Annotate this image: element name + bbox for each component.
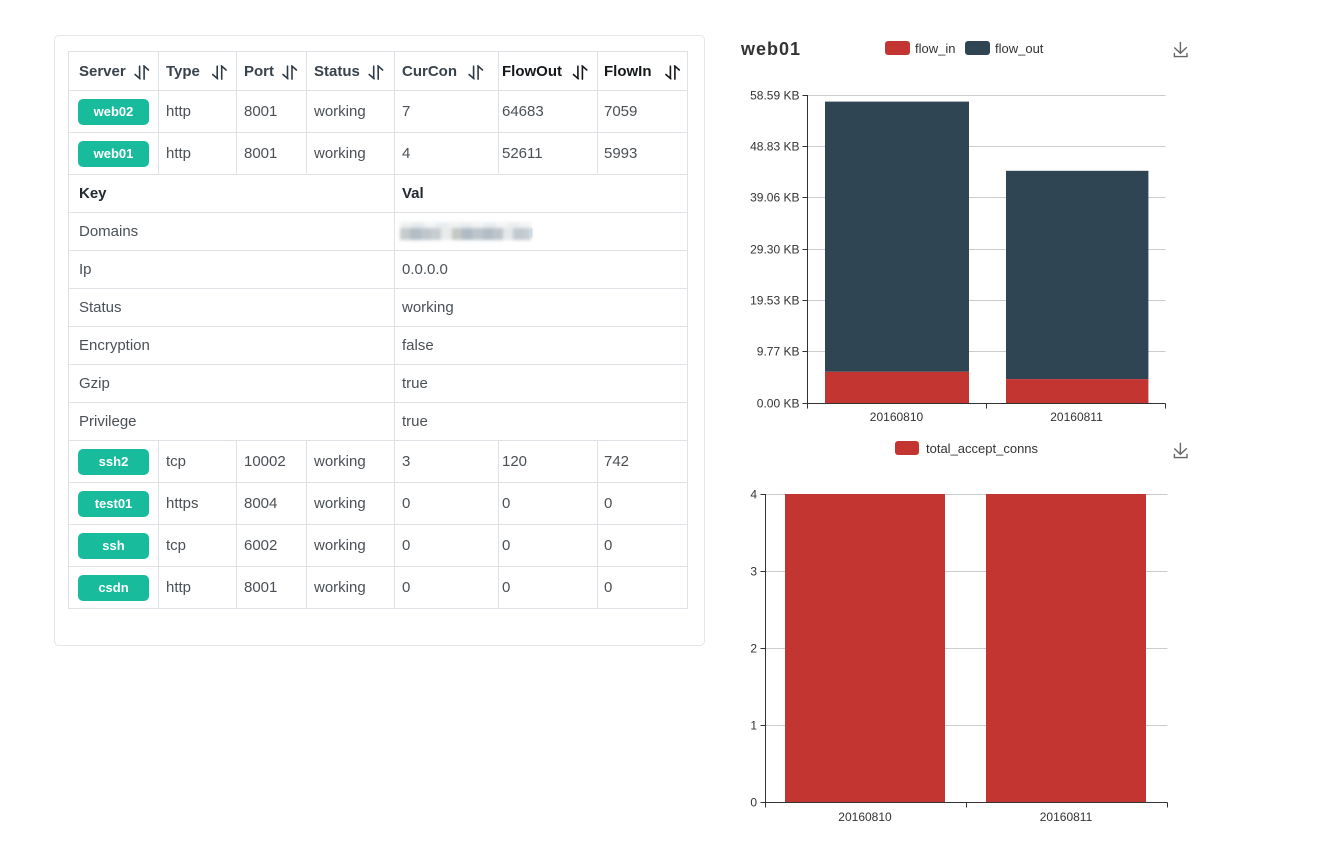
svg-text:20160811: 20160811 [1040, 810, 1093, 824]
svg-text:9.77 KB: 9.77 KB [757, 345, 800, 359]
svg-text:flow_out: flow_out [995, 41, 1044, 56]
svg-text:3: 3 [750, 565, 757, 579]
svg-text:39.06 KB: 39.06 KB [750, 191, 799, 205]
svg-text:29.30 KB: 29.30 KB [750, 243, 799, 257]
svg-text:48.83 KB: 48.83 KB [750, 140, 799, 154]
svg-text:20160811: 20160811 [1050, 410, 1103, 424]
svg-text:20160810: 20160810 [838, 810, 892, 824]
svg-text:total_accept_conns: total_accept_conns [926, 441, 1039, 456]
svg-text:0.00 KB: 0.00 KB [757, 397, 800, 411]
svg-text:2: 2 [750, 642, 757, 656]
svg-text:web01: web01 [740, 39, 801, 59]
svg-text:flow_in: flow_in [915, 41, 955, 56]
svg-text:19.53 KB: 19.53 KB [750, 294, 799, 308]
svg-text:20160810: 20160810 [870, 410, 924, 424]
svg-text:4: 4 [750, 488, 757, 502]
svg-text:1: 1 [750, 719, 757, 733]
svg-text:58.59 KB: 58.59 KB [750, 89, 799, 103]
svg-text:0: 0 [750, 796, 757, 810]
